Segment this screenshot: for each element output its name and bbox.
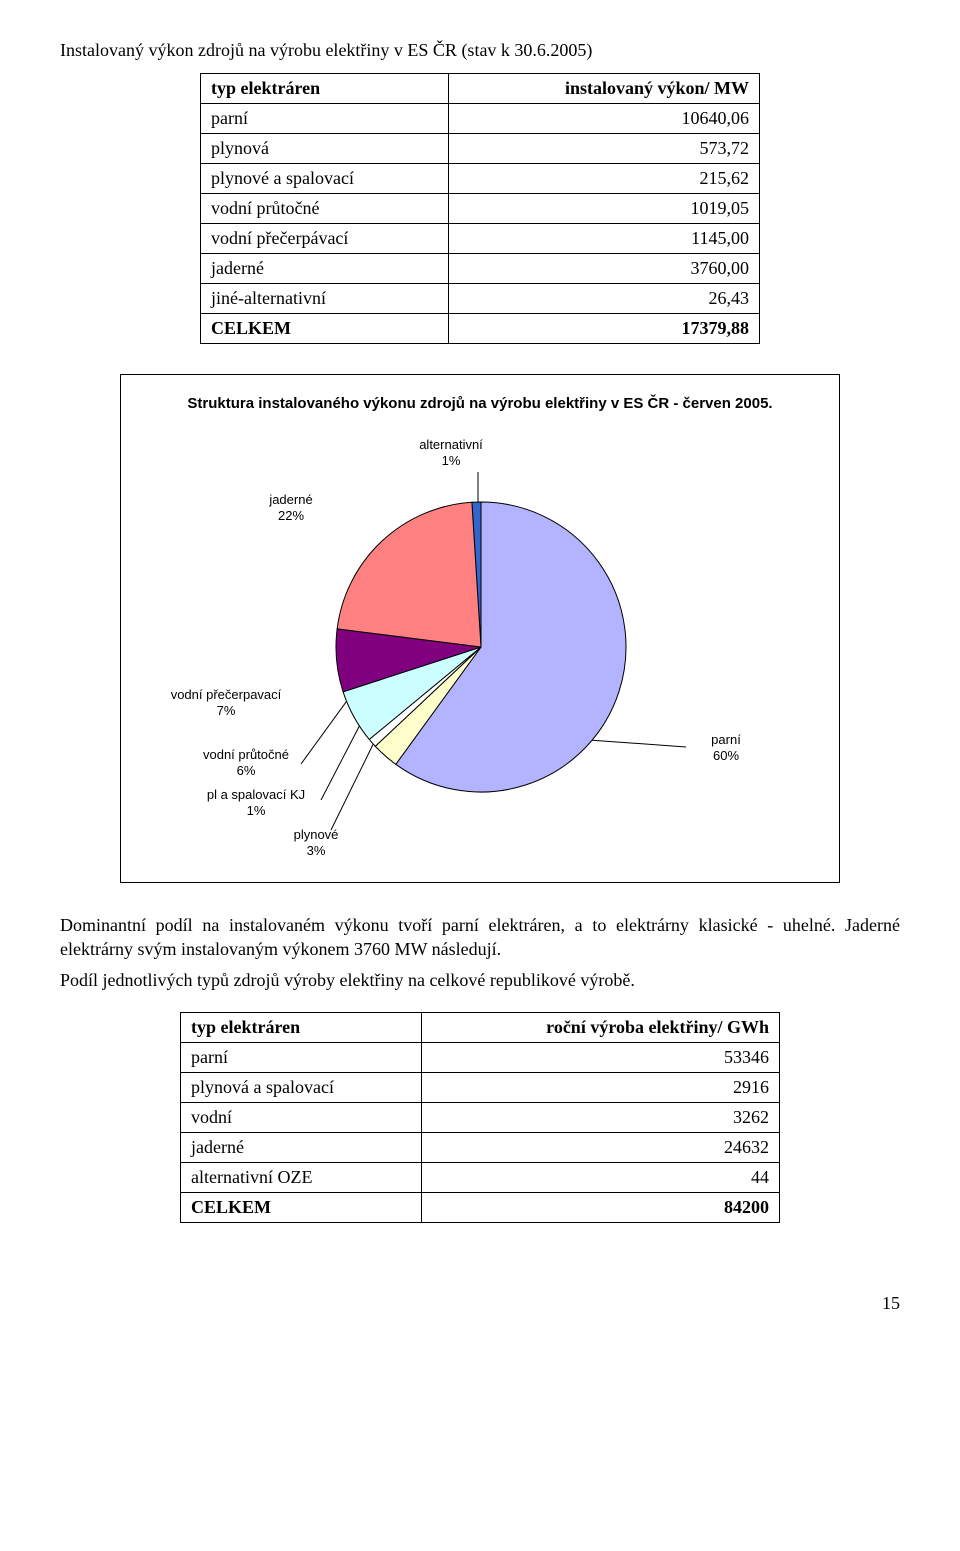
table-annual-production: typ elektráren roční výroba elektřiny/ G… — [180, 1012, 780, 1223]
cell-label: jiné-alternativní — [201, 284, 449, 314]
cell-label: jaderné — [201, 254, 449, 284]
cell-value: 215,62 — [449, 164, 760, 194]
chart-label-text: plynové3% — [294, 827, 339, 858]
table-row-total: CELKEM17379,88 — [201, 314, 760, 344]
page-number: 15 — [60, 1293, 900, 1314]
chart-label-spalovaci: pl a spalovací KJ1% — [191, 787, 321, 818]
cell-value: 24632 — [421, 1132, 779, 1162]
table-row-total: CELKEM84200 — [181, 1192, 780, 1222]
col-header-power: instalovaný výkon/ MW — [449, 74, 760, 104]
chart-label-text: alternativní1% — [419, 437, 483, 468]
cell-label: vodní průtočné — [201, 194, 449, 224]
table-row: plynová a spalovací2916 — [181, 1072, 780, 1102]
chart-label-text: vodní přečerpavací7% — [171, 687, 282, 718]
chart-label-text: jaderné22% — [269, 492, 312, 523]
table-row: vodní průtočné1019,05 — [201, 194, 760, 224]
table-row: parní10640,06 — [201, 104, 760, 134]
chart-label-prutocne: vodní průtočné6% — [191, 747, 301, 778]
chart-label-text: vodní průtočné6% — [203, 747, 289, 778]
chart-label-text: parní60% — [711, 732, 741, 763]
col-header-type: typ elektráren — [181, 1012, 422, 1042]
cell-label: parní — [201, 104, 449, 134]
table-row: jaderné3760,00 — [201, 254, 760, 284]
cell-value: 26,43 — [449, 284, 760, 314]
cell-label: jaderné — [181, 1132, 422, 1162]
chart-label-plynove: plynové3% — [276, 827, 356, 858]
table-row: vodní přečerpávací1145,00 — [201, 224, 760, 254]
pie-chart-container: Struktura instalovaného výkonu zdrojů na… — [120, 374, 840, 883]
chart-label-alternativni: alternativní1% — [406, 437, 496, 468]
cell-label: plynová a spalovací — [181, 1072, 422, 1102]
cell-total-label: CELKEM — [201, 314, 449, 344]
table-header-row: typ elektráren roční výroba elektřiny/ G… — [181, 1012, 780, 1042]
body-paragraph-2: Podíl jednotlivých typů zdrojů výroby el… — [60, 968, 900, 992]
table-row: parní53346 — [181, 1042, 780, 1072]
cell-label: vodní — [181, 1102, 422, 1132]
chart-label-precerpavaci: vodní přečerpavací7% — [161, 687, 291, 718]
chart-area: alternativní1% jaderné22% vodní přečerpa… — [131, 432, 831, 852]
table-row: plynové a spalovací215,62 — [201, 164, 760, 194]
cell-label: plynové a spalovací — [201, 164, 449, 194]
cell-value: 44 — [421, 1162, 779, 1192]
cell-total-value: 17379,88 — [449, 314, 760, 344]
col-header-type: typ elektráren — [201, 74, 449, 104]
table-row: plynová573,72 — [201, 134, 760, 164]
table-row: alternativní OZE44 — [181, 1162, 780, 1192]
cell-value: 2916 — [421, 1072, 779, 1102]
cell-value: 1019,05 — [449, 194, 760, 224]
cell-label: plynová — [201, 134, 449, 164]
table-row: jiné-alternativní26,43 — [201, 284, 760, 314]
cell-value: 1145,00 — [449, 224, 760, 254]
body-paragraph-1: Dominantní podíl na instalovaném výkonu … — [60, 913, 900, 962]
cell-value: 573,72 — [449, 134, 760, 164]
chart-label-text: pl a spalovací KJ1% — [207, 787, 305, 818]
cell-value: 53346 — [421, 1042, 779, 1072]
cell-value: 10640,06 — [449, 104, 760, 134]
page-heading: Instalovaný výkon zdrojů na výrobu elekt… — [60, 40, 900, 61]
cell-total-label: CELKEM — [181, 1192, 422, 1222]
table-row: jaderné24632 — [181, 1132, 780, 1162]
cell-value: 3760,00 — [449, 254, 760, 284]
cell-value: 3262 — [421, 1102, 779, 1132]
cell-label: alternativní OZE — [181, 1162, 422, 1192]
table-header-row: typ elektráren instalovaný výkon/ MW — [201, 74, 760, 104]
chart-label-jaderne: jaderné22% — [256, 492, 326, 523]
table-installed-capacity: typ elektráren instalovaný výkon/ MW par… — [200, 73, 760, 344]
cell-total-value: 84200 — [421, 1192, 779, 1222]
col-header-gwh: roční výroba elektřiny/ GWh — [421, 1012, 779, 1042]
chart-label-parni: parní60% — [691, 732, 761, 763]
cell-label: parní — [181, 1042, 422, 1072]
table-row: vodní3262 — [181, 1102, 780, 1132]
chart-title: Struktura instalovaného výkonu zdrojů na… — [131, 395, 829, 412]
cell-label: vodní přečerpávací — [201, 224, 449, 254]
